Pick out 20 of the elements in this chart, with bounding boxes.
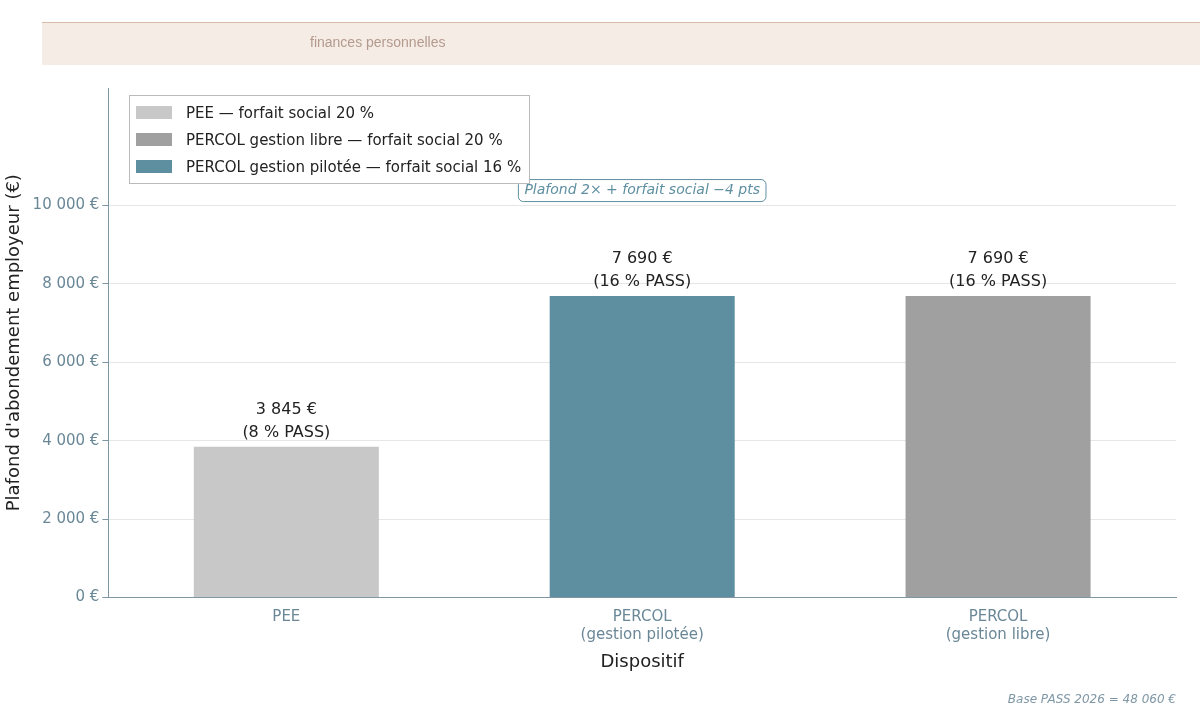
annotation: Plafond 2× + forfait social −4 pts [524, 181, 760, 198]
x-tick-label: PERCOL (gestion pilotée) [580, 607, 704, 644]
y-axis-title: Plafond d'abondement employeur (€) [2, 174, 24, 512]
x-axis-title: Dispositif [600, 649, 685, 671]
y-tick-label: 4 000 € [42, 430, 100, 449]
legend-label: PERCOL gestion libre — forfait social 20 % [185, 129, 504, 151]
y-tick-label: 2 000 € [42, 508, 100, 527]
y-tick-label: 10 000 € [32, 195, 100, 214]
y-tick-label: 8 000 € [42, 273, 100, 292]
x-tick-label: PEE [272, 607, 301, 626]
x-tick-label: PERCOL (gestion libre) [945, 607, 1051, 644]
y-tick-label: 6 000 € [42, 352, 100, 371]
y-tick-label: 0 € [75, 587, 100, 606]
legend-label: PEE — forfait social 20 % [185, 102, 376, 124]
legend-label: PERCOL gestion pilotée — forfait social 16 % [185, 156, 522, 178]
text: finances personnelles [310, 34, 446, 50]
data-label: 7 690 € (16 % PASS) [593, 248, 692, 291]
data-label: 3 845 € (8 % PASS) [242, 398, 331, 441]
text: Base PASS 2026 = 48 060 € [1007, 692, 1176, 706]
data-label: 7 690 € (16 % PASS) [949, 248, 1048, 291]
